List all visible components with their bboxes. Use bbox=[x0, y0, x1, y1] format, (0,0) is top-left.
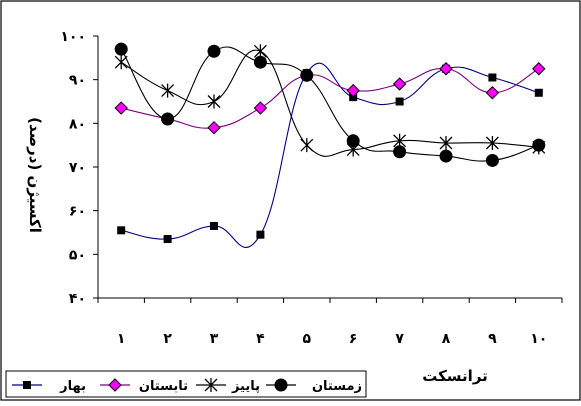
legend-label: زمستان bbox=[312, 379, 362, 394]
x-tick-label: ۱۰ bbox=[530, 331, 547, 347]
series-line bbox=[120, 49, 539, 157]
data-point-diamond bbox=[392, 77, 407, 91]
data-point-square bbox=[117, 226, 126, 235]
data-point-circle bbox=[114, 42, 128, 56]
data-point-circle bbox=[161, 112, 175, 126]
x-tick-label: ۱ bbox=[117, 331, 126, 347]
series-markers bbox=[114, 42, 546, 244]
x-axis-label: ترانسکت bbox=[422, 367, 488, 385]
y-tick-label: ۹۰ bbox=[69, 73, 86, 89]
data-point-diamond bbox=[346, 83, 360, 98]
axes: ۴۰ ۵۰ ۶۰ ۷۰ ۸۰ ۹۰ ۱۰۰ ۱ ۲ ۳ ۴ ۵ ۶ ۷ ۸ ۹ ۱۰ bbox=[60, 29, 563, 347]
y-tick-label: ۷۰ bbox=[69, 160, 86, 176]
data-point-square bbox=[256, 230, 265, 239]
data-point-circle bbox=[300, 68, 314, 82]
legend-label: پاییز bbox=[231, 379, 260, 394]
series-line bbox=[121, 62, 539, 249]
data-point-diamond bbox=[485, 86, 500, 100]
data-point-diamond bbox=[253, 101, 268, 115]
data-point-asterisk bbox=[300, 138, 314, 153]
data-point-asterisk bbox=[207, 94, 221, 109]
data-point-diamond bbox=[439, 62, 453, 76]
data-point-square bbox=[534, 88, 543, 97]
legend-marker-circle bbox=[274, 378, 288, 392]
data-point-circle bbox=[439, 149, 453, 163]
y-axis-label: اکسیژن (درصد) bbox=[26, 117, 44, 233]
x-tick-label: ۷ bbox=[395, 331, 404, 347]
legend-marker-square bbox=[23, 381, 31, 389]
series-line bbox=[121, 68, 540, 129]
y-tick-label: ۵۰ bbox=[69, 247, 86, 263]
data-point-circle bbox=[346, 134, 360, 148]
y-tick-label: ۱۰۰ bbox=[60, 29, 86, 45]
legend: بهار تابستان پاییز زمستان bbox=[5, 370, 367, 398]
data-point-asterisk bbox=[485, 135, 499, 150]
legend-marker-diamond bbox=[108, 378, 122, 392]
data-point-asterisk bbox=[439, 135, 453, 150]
x-tick-label: ۹ bbox=[488, 331, 497, 347]
data-point-circle bbox=[207, 44, 221, 58]
data-point-diamond bbox=[532, 62, 546, 76]
y-tick-label: ۶۰ bbox=[69, 204, 86, 220]
data-point-diamond bbox=[114, 101, 128, 115]
data-point-circle bbox=[485, 153, 499, 167]
y-tick-label: ۴۰ bbox=[69, 291, 86, 307]
x-tick-label: ۶ bbox=[349, 331, 358, 347]
x-tick-label: ۲ bbox=[163, 331, 172, 347]
data-point-diamond bbox=[207, 120, 221, 135]
legend-box bbox=[5, 370, 367, 398]
data-point-square bbox=[163, 235, 172, 244]
series-line bbox=[120, 46, 539, 162]
data-point-circle bbox=[393, 145, 407, 159]
x-tick-label: ۸ bbox=[442, 331, 451, 347]
data-point-circle bbox=[532, 138, 546, 152]
series-lines bbox=[120, 46, 540, 249]
x-tick-label: ۵ bbox=[303, 331, 312, 347]
data-point-asterisk bbox=[161, 83, 175, 98]
data-point-circle bbox=[253, 55, 267, 69]
data-point-square bbox=[210, 221, 218, 230]
x-tick-label: ۳ bbox=[210, 331, 219, 347]
legend-marker-asterisk bbox=[204, 378, 218, 392]
legend-label: بهار bbox=[59, 379, 86, 394]
data-point-square bbox=[395, 97, 404, 106]
data-point-square bbox=[488, 73, 497, 82]
legend-label: تابستان bbox=[139, 379, 188, 394]
y-tick-label: ۸۰ bbox=[69, 116, 86, 132]
x-tick-label: ۴ bbox=[256, 331, 265, 347]
data-point-asterisk bbox=[114, 55, 128, 70]
